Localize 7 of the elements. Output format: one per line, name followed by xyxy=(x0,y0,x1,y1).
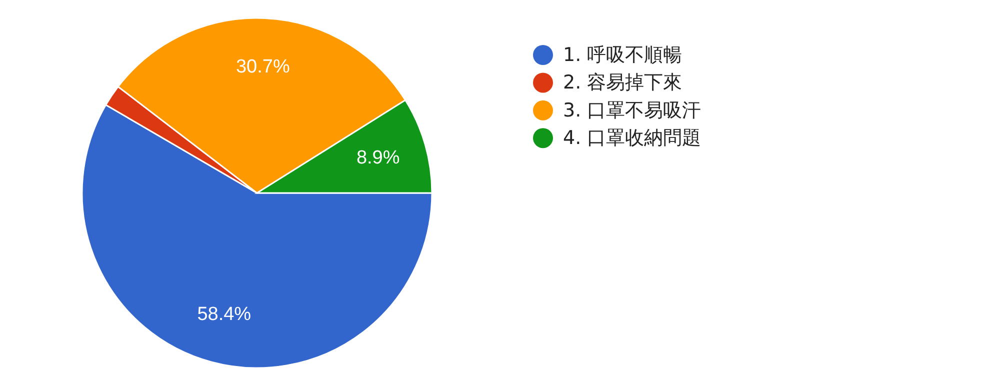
legend-label: 2. 容易掉下來 xyxy=(563,72,682,94)
data-label: 8.9% xyxy=(356,148,400,169)
legend-label: 1. 呼吸不順暢 xyxy=(563,44,682,66)
legend-label: 3. 口罩不易吸汗 xyxy=(563,99,702,122)
legend-label: 4. 口罩收納問題 xyxy=(563,127,702,150)
data-label: 30.7% xyxy=(236,56,290,78)
data-label: 58.4% xyxy=(197,304,252,326)
